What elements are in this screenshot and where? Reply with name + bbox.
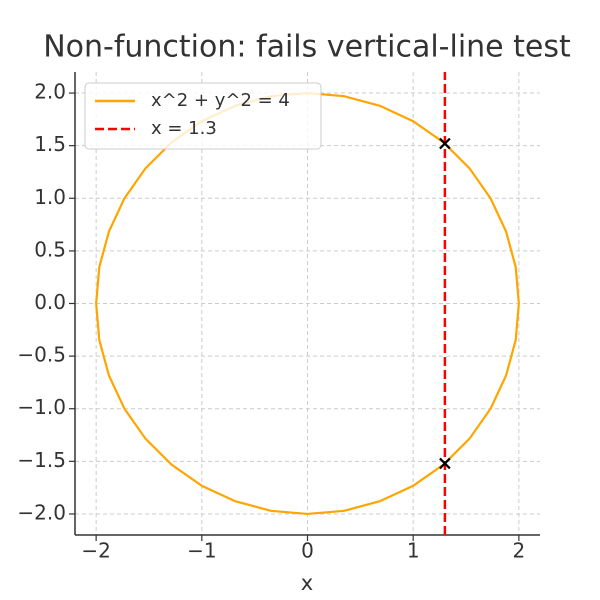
series-line [95, 91, 520, 516]
intersection-marker [439, 137, 451, 150]
y-tick-label: 1.5 [34, 132, 66, 156]
y-tick-label: 1.0 [34, 185, 66, 209]
y-tick-label: −1.5 [17, 448, 66, 472]
x-tick-label: 2 [512, 539, 525, 563]
x-tick-label: 0 [301, 539, 314, 563]
intersection-marker [439, 457, 451, 470]
x-tick-label: 1 [407, 539, 420, 563]
x-tick-label: −1 [187, 539, 216, 563]
legend: x^2 + y^2 = 4 x = 1.3 [84, 82, 322, 150]
y-tick-label: 0.5 [34, 237, 66, 261]
y-tick-label: −1.0 [17, 395, 66, 419]
legend-label: x = 1.3 [151, 118, 217, 139]
y-tick-label: 0.0 [34, 290, 66, 314]
chart-title: Non-function: fails vertical-line test [43, 30, 571, 65]
y-tick-label: −0.5 [17, 343, 66, 367]
x-tick-label: −2 [81, 539, 110, 563]
legend-box [84, 82, 322, 150]
legend-label: x^2 + y^2 = 4 [151, 90, 290, 111]
y-tick-label: −2.0 [17, 500, 66, 524]
x-axis-label: x [301, 571, 313, 595]
y-tick-label: 2.0 [34, 80, 66, 104]
